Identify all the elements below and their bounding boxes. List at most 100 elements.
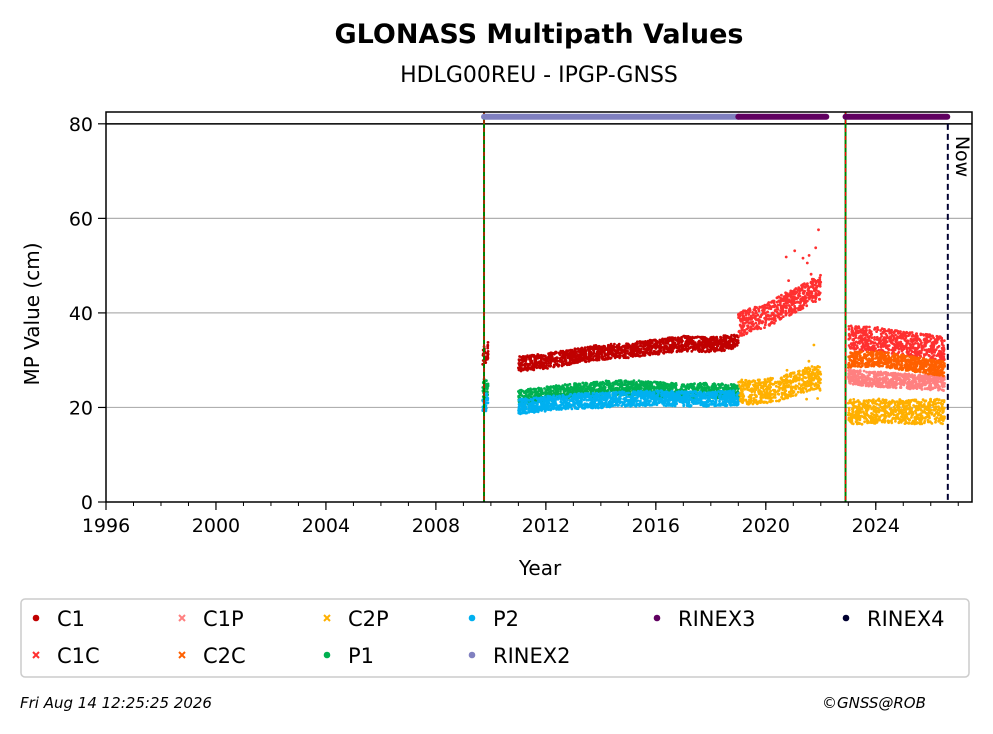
data-point: [748, 329, 751, 332]
data-point: [853, 364, 856, 367]
data-point: [656, 352, 660, 356]
data-point: [876, 328, 880, 331]
data-point: [797, 370, 801, 373]
data-point: [771, 377, 774, 380]
data-point: [762, 396, 765, 399]
data-point: [903, 356, 906, 360]
data-point: [848, 380, 852, 384]
data-point: [698, 348, 702, 352]
data-point: [803, 382, 807, 385]
data-point: [787, 384, 791, 387]
chart-title: GLONASS Multipath Values: [334, 19, 743, 50]
data-point: [519, 369, 523, 373]
data-point: [712, 344, 715, 348]
data-point: [679, 344, 682, 348]
data-point: [650, 346, 654, 350]
data-point: [563, 357, 567, 361]
data-point: [817, 228, 820, 232]
data-point: [650, 341, 654, 345]
data-point: [747, 316, 751, 320]
data-point: [771, 299, 775, 303]
data-point: [615, 344, 619, 347]
data-point: [877, 410, 881, 414]
data-point: [554, 362, 558, 366]
data-point: [776, 308, 780, 311]
data-point: [815, 289, 818, 292]
data-point: [700, 350, 704, 353]
data-point: [861, 378, 865, 382]
data-point: [810, 277, 814, 281]
data-point: [847, 375, 850, 378]
data-point: [654, 340, 658, 343]
data-point: [810, 299, 814, 302]
data-point: [528, 362, 532, 366]
data-point: [741, 321, 745, 325]
data-point: [880, 334, 883, 338]
data-point: [658, 340, 661, 343]
data-point: [922, 369, 926, 373]
data-point: [552, 357, 556, 360]
data-point: [560, 360, 564, 364]
data-point: [847, 344, 851, 347]
data-point: [904, 339, 908, 343]
data-point: [899, 333, 903, 336]
data-point: [635, 342, 639, 346]
data-point: [927, 348, 931, 351]
data-point: [758, 315, 762, 319]
data-point: [759, 396, 763, 400]
data-point: [775, 399, 778, 403]
data-point: [908, 386, 911, 390]
data-point: [626, 349, 629, 353]
data-point: [860, 345, 864, 349]
data-point: [518, 355, 521, 358]
data-point: [692, 348, 695, 351]
data-point: [935, 339, 939, 343]
data-point: [742, 309, 745, 313]
data-point: [743, 329, 746, 332]
data-point: [848, 368, 851, 372]
data-point: [867, 345, 871, 349]
data-point: [791, 296, 794, 300]
data-point: [864, 338, 867, 342]
data-point: [653, 342, 657, 346]
data-point: [940, 370, 944, 374]
data-point: [790, 389, 794, 393]
data-point: [663, 345, 667, 349]
data-point: [808, 297, 811, 301]
data-point: [930, 412, 934, 416]
data-point: [798, 386, 802, 390]
data-point: [857, 358, 861, 362]
data-point: [928, 335, 931, 338]
data-point: [597, 346, 600, 349]
data-point: [785, 368, 789, 372]
data-point: [550, 353, 553, 356]
data-point: [741, 325, 744, 328]
data-point: [877, 364, 881, 367]
data-point: [808, 367, 812, 371]
data-point: [860, 339, 864, 343]
data-point: [639, 349, 642, 353]
data-point: [889, 330, 893, 334]
data-point: [935, 376, 938, 379]
data-point: [816, 293, 820, 297]
data-point: [907, 339, 910, 343]
data-point: [816, 368, 820, 372]
data-point: [762, 381, 765, 384]
data-point: [689, 345, 693, 349]
data-point: [905, 330, 908, 334]
data-point: [739, 319, 743, 323]
y-tick-label: 0: [81, 492, 93, 514]
data-point: [744, 311, 748, 315]
data-point: [908, 332, 912, 335]
x-tick-label: 1996: [82, 515, 130, 537]
data-point: [905, 399, 908, 403]
data-point: [847, 408, 851, 412]
data-point: [690, 342, 693, 345]
data-point: [816, 371, 820, 375]
data-point: [866, 353, 870, 357]
data-point: [912, 385, 916, 389]
data-point: [931, 351, 935, 354]
data-point: [622, 348, 626, 352]
data-point: [858, 350, 862, 354]
data-point: [623, 345, 627, 349]
